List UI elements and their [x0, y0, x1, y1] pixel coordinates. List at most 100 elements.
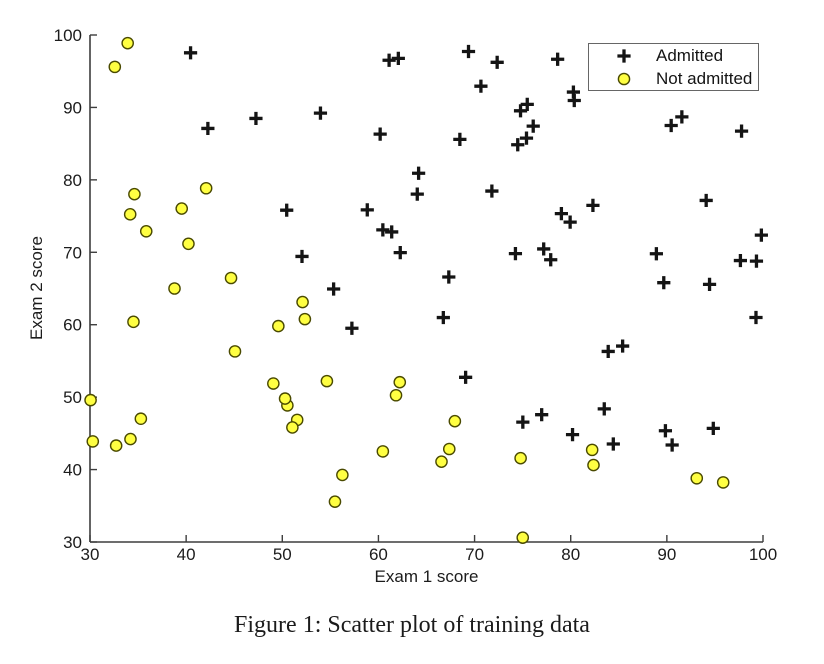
scatter-point-admitted [699, 193, 713, 208]
scatter-point-not-admitted [168, 282, 181, 295]
scatter-point-admitted [658, 424, 673, 438]
scatter-point-not-admitted [448, 414, 462, 428]
scatter-point-admitted [201, 121, 215, 136]
scatter-point-admitted [702, 277, 717, 291]
scatter-point-not-admitted [228, 345, 242, 358]
scatter-point-admitted [382, 53, 396, 67]
legend-marker-not-admitted [614, 69, 634, 89]
scatter-point-admitted [410, 187, 424, 201]
scatter-point-admitted [360, 203, 374, 217]
scatter-point-not-admitted [123, 208, 137, 221]
scatter-point-admitted [664, 118, 678, 133]
scatter-point-admitted [616, 339, 630, 353]
scatter-point-admitted [453, 132, 467, 146]
scatter-point-not-admitted [690, 471, 704, 485]
scatter-point-admitted [526, 119, 540, 133]
scatter-point-admitted [675, 110, 689, 124]
scatter-point-not-admitted [442, 442, 456, 456]
legend-item-not-admitted: Not admitted [589, 67, 758, 90]
scatter-point-admitted [567, 93, 581, 108]
scatter-point-not-admitted [585, 443, 599, 457]
scatter-point-not-admitted [121, 36, 134, 50]
scatter-point-admitted [544, 253, 558, 267]
x-tick-label: 40 [177, 545, 196, 564]
scatter-point-admitted [490, 55, 504, 69]
scatter-point-not-admitted [716, 476, 730, 489]
scatter-point-not-admitted [124, 432, 137, 446]
scatter-point-admitted [601, 344, 615, 359]
scatter-point-admitted [474, 79, 488, 93]
scatter-point-admitted [606, 437, 620, 451]
scatter-point-admitted [385, 225, 399, 239]
scatter-point-not-admitted [84, 393, 97, 407]
y-tick-label: 90 [63, 98, 82, 117]
scatter-point-admitted [280, 203, 294, 217]
scatter-point-admitted [754, 228, 768, 242]
scatter-point-not-admitted [224, 271, 238, 285]
y-tick-label: 40 [63, 461, 82, 480]
scatter-point-admitted [563, 215, 577, 229]
scatter-point-not-admitted [272, 319, 285, 333]
scatter-point-admitted [327, 282, 341, 296]
scatter-point-admitted [391, 51, 405, 65]
legend-label-admitted: Admitted [656, 45, 724, 65]
scatter-point-admitted [706, 421, 720, 435]
scatter-point-not-admitted [587, 458, 600, 472]
scatter-point-admitted [734, 124, 749, 138]
scatter-point-admitted [485, 184, 499, 198]
scatter-point-admitted [565, 428, 580, 442]
scatter-point-admitted [461, 44, 476, 59]
scatter-point-not-admitted [128, 187, 141, 201]
scatter-point-admitted [183, 46, 198, 60]
scatter-point-admitted [249, 111, 263, 126]
scatter-point-not-admitted [199, 181, 213, 195]
scatter-point-not-admitted [393, 375, 407, 389]
legend-marker-admitted [614, 46, 634, 66]
scatter-point-admitted [537, 242, 551, 256]
scatter-point-admitted [442, 270, 456, 284]
scatter-point-admitted [551, 52, 565, 66]
scatter-point-admitted [412, 166, 426, 180]
scatter-point-not-admitted [139, 224, 153, 238]
scatter-point-admitted [749, 254, 764, 268]
scatter-point-admitted [554, 207, 568, 221]
scatter-point-not-admitted [267, 377, 280, 390]
scatter-point-not-admitted [376, 445, 390, 458]
scatter-point-not-admitted [320, 374, 334, 388]
x-tick-label: 50 [273, 545, 292, 564]
y-tick-label: 60 [63, 316, 82, 335]
scatter-point-not-admitted [175, 202, 189, 215]
scatter-point-admitted [513, 104, 528, 118]
scatter-point-not-admitted [336, 468, 349, 482]
scatter-point-admitted [508, 246, 523, 261]
y-tick-label: 30 [63, 533, 82, 552]
scatter-point-admitted [511, 138, 525, 152]
scatter-point-admitted [295, 249, 309, 264]
scatter-point-admitted [733, 253, 748, 268]
scatter-point-admitted [649, 247, 663, 261]
scatter-point-not-admitted [278, 392, 292, 405]
scatter-point-admitted [597, 402, 611, 416]
scatter-point-admitted [516, 415, 530, 429]
scatter-point-not-admitted [296, 295, 309, 309]
scatter-point-admitted [373, 127, 387, 141]
scatter-point-not-admitted [134, 412, 148, 426]
x-tick-label: 60 [369, 545, 388, 564]
scatter-point-not-admitted [86, 435, 100, 448]
x-axis-label: Exam 1 score [374, 567, 479, 586]
y-tick-label: 50 [63, 388, 82, 407]
plus-marker-icon [617, 48, 631, 63]
scatter-point-not-admitted [127, 315, 140, 329]
scatter-point-admitted [393, 246, 407, 260]
x-tick-label: 70 [465, 545, 484, 564]
circle-marker-icon [617, 72, 631, 85]
legend-label-not-admitted: Not admitted [656, 68, 753, 88]
scatter-point-admitted [436, 310, 450, 325]
y-tick-label: 70 [63, 243, 82, 262]
scatter-point-not-admitted [389, 388, 403, 402]
scatter-point-admitted [520, 97, 534, 111]
x-tick-label: 90 [657, 545, 676, 564]
scatter-point-admitted [519, 131, 534, 145]
